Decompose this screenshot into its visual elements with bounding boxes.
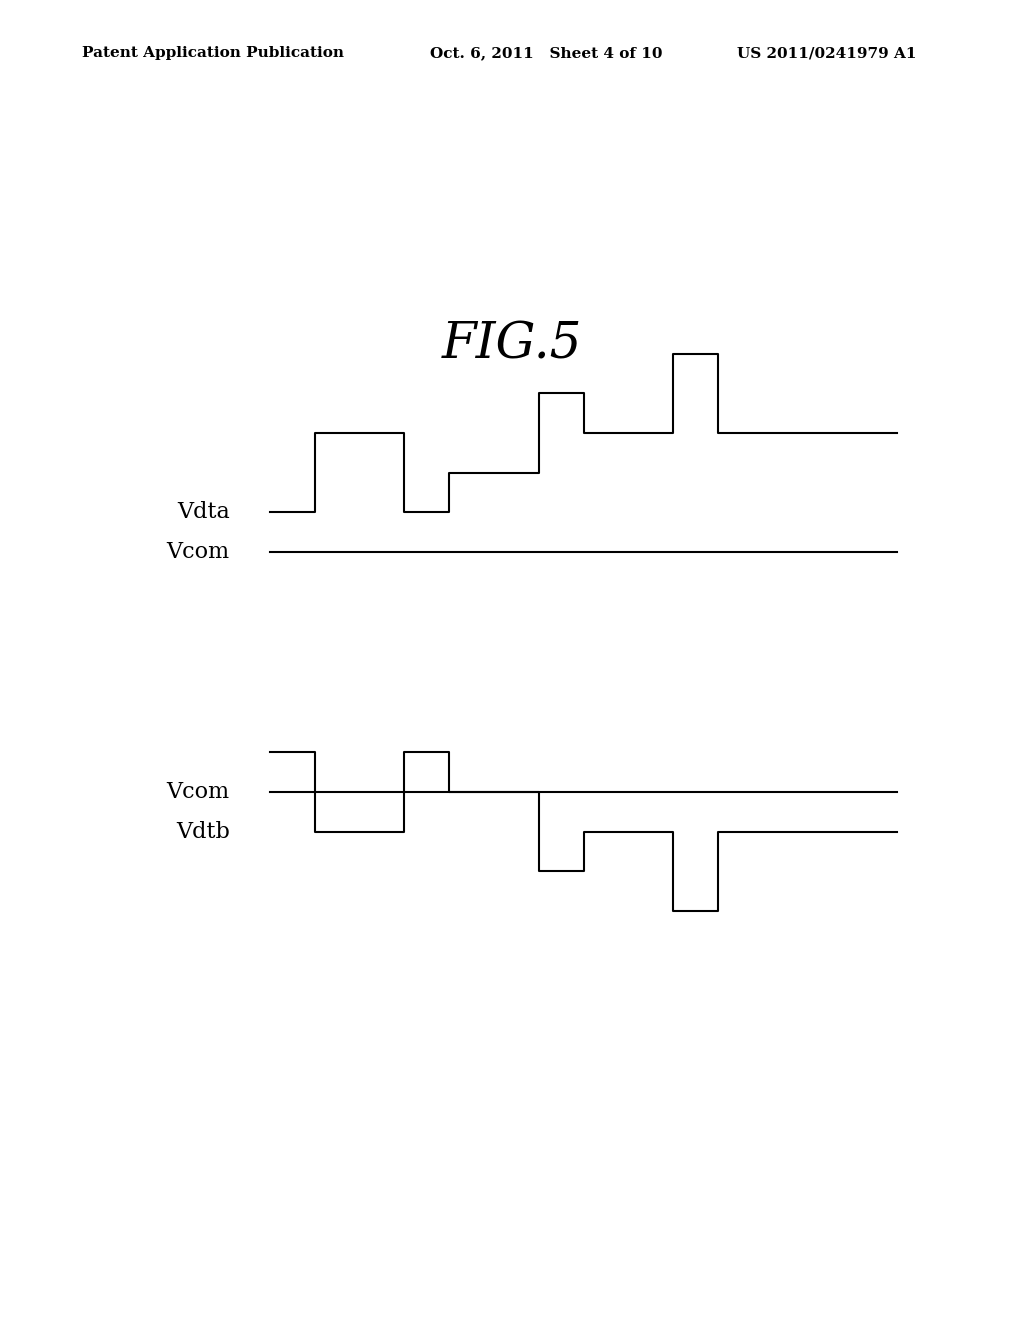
Text: Vcom: Vcom (167, 781, 229, 803)
Text: Vdta: Vdta (177, 502, 229, 523)
Text: Vcom: Vcom (167, 541, 229, 562)
Text: Patent Application Publication: Patent Application Publication (82, 46, 344, 61)
Text: Vdtb: Vdtb (176, 821, 229, 842)
Text: Oct. 6, 2011   Sheet 4 of 10: Oct. 6, 2011 Sheet 4 of 10 (430, 46, 663, 61)
Text: US 2011/0241979 A1: US 2011/0241979 A1 (737, 46, 916, 61)
Text: FIG.5: FIG.5 (441, 321, 583, 370)
